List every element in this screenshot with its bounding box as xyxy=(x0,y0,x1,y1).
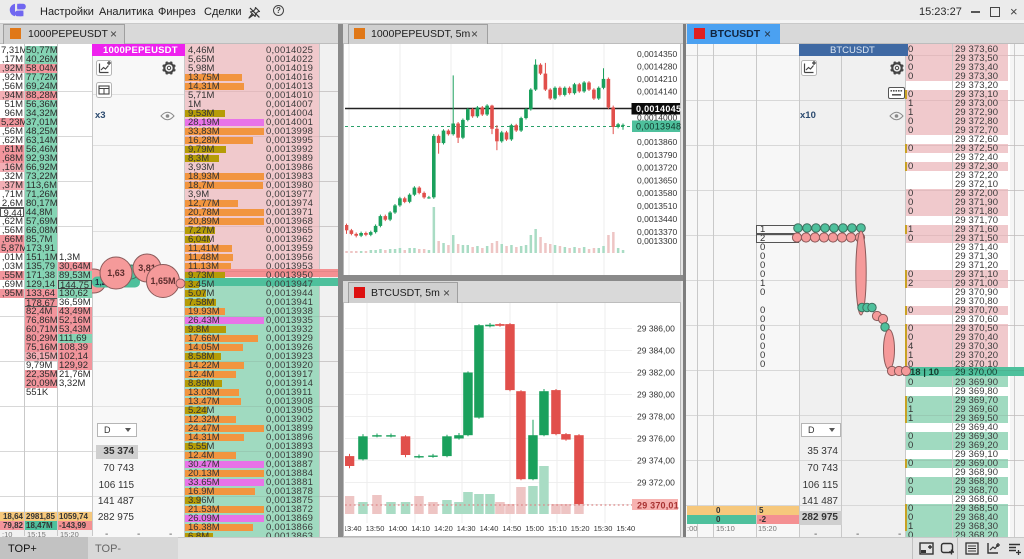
svg-text:1,63: 1,63 xyxy=(107,268,125,278)
svg-text:0,0014210: 0,0014210 xyxy=(637,74,677,84)
svg-text:13:40: 13:40 xyxy=(345,524,362,533)
svg-text:0,0014000: 0,0014000 xyxy=(637,113,677,123)
svg-text:29 384,00: 29 384,00 xyxy=(637,346,675,356)
svg-text:0,0013650: 0,0013650 xyxy=(637,176,677,186)
svg-text:14:30: 14:30 xyxy=(457,524,476,533)
svg-text:0,0013790: 0,0013790 xyxy=(637,150,677,160)
svg-text:3,81: 3,81 xyxy=(138,263,156,273)
svg-text:29 380,00: 29 380,00 xyxy=(637,389,675,399)
svg-text:29 370,01: 29 370,01 xyxy=(637,501,679,511)
svg-text:0,0014350: 0,0014350 xyxy=(637,49,677,59)
svg-text:14:00: 14:00 xyxy=(388,524,407,533)
svg-text:0,0013440: 0,0013440 xyxy=(637,214,677,224)
svg-text:14:10: 14:10 xyxy=(411,524,430,533)
svg-text:29 382,00: 29 382,00 xyxy=(637,368,675,378)
svg-text:0,0014280: 0,0014280 xyxy=(637,62,677,72)
svg-text:15:30: 15:30 xyxy=(594,524,613,533)
svg-text:0,0013580: 0,0013580 xyxy=(637,188,677,198)
svg-text:29 386,00: 29 386,00 xyxy=(637,324,675,334)
svg-text:29 374,00: 29 374,00 xyxy=(637,455,675,465)
svg-text:15:40: 15:40 xyxy=(616,524,635,533)
svg-text:0,0013948: 0,0013948 xyxy=(636,122,681,132)
svg-text:15:20: 15:20 xyxy=(571,524,590,533)
svg-text:0,0014045: 0,0014045 xyxy=(636,104,681,114)
svg-text:0,0013860: 0,0013860 xyxy=(637,137,677,147)
svg-text:14:40: 14:40 xyxy=(480,524,499,533)
svg-text:29 376,00: 29 376,00 xyxy=(637,433,675,443)
svg-text:14:50: 14:50 xyxy=(502,524,521,533)
svg-text:1,65M: 1,65M xyxy=(150,276,175,286)
svg-text:0,0014140: 0,0014140 xyxy=(637,86,677,96)
svg-text:29 378,00: 29 378,00 xyxy=(637,411,675,421)
svg-text:0,0013510: 0,0013510 xyxy=(637,201,677,211)
svg-text:15:00: 15:00 xyxy=(525,524,544,533)
svg-text:15:10: 15:10 xyxy=(548,524,567,533)
svg-text:0,0013370: 0,0013370 xyxy=(637,227,677,237)
svg-text:14:20: 14:20 xyxy=(434,524,453,533)
svg-text:0,0013720: 0,0013720 xyxy=(637,162,677,172)
svg-text:13:50: 13:50 xyxy=(366,524,385,533)
svg-text:29 372,00: 29 372,00 xyxy=(637,477,675,487)
svg-text:0,0013300: 0,0013300 xyxy=(637,236,677,246)
